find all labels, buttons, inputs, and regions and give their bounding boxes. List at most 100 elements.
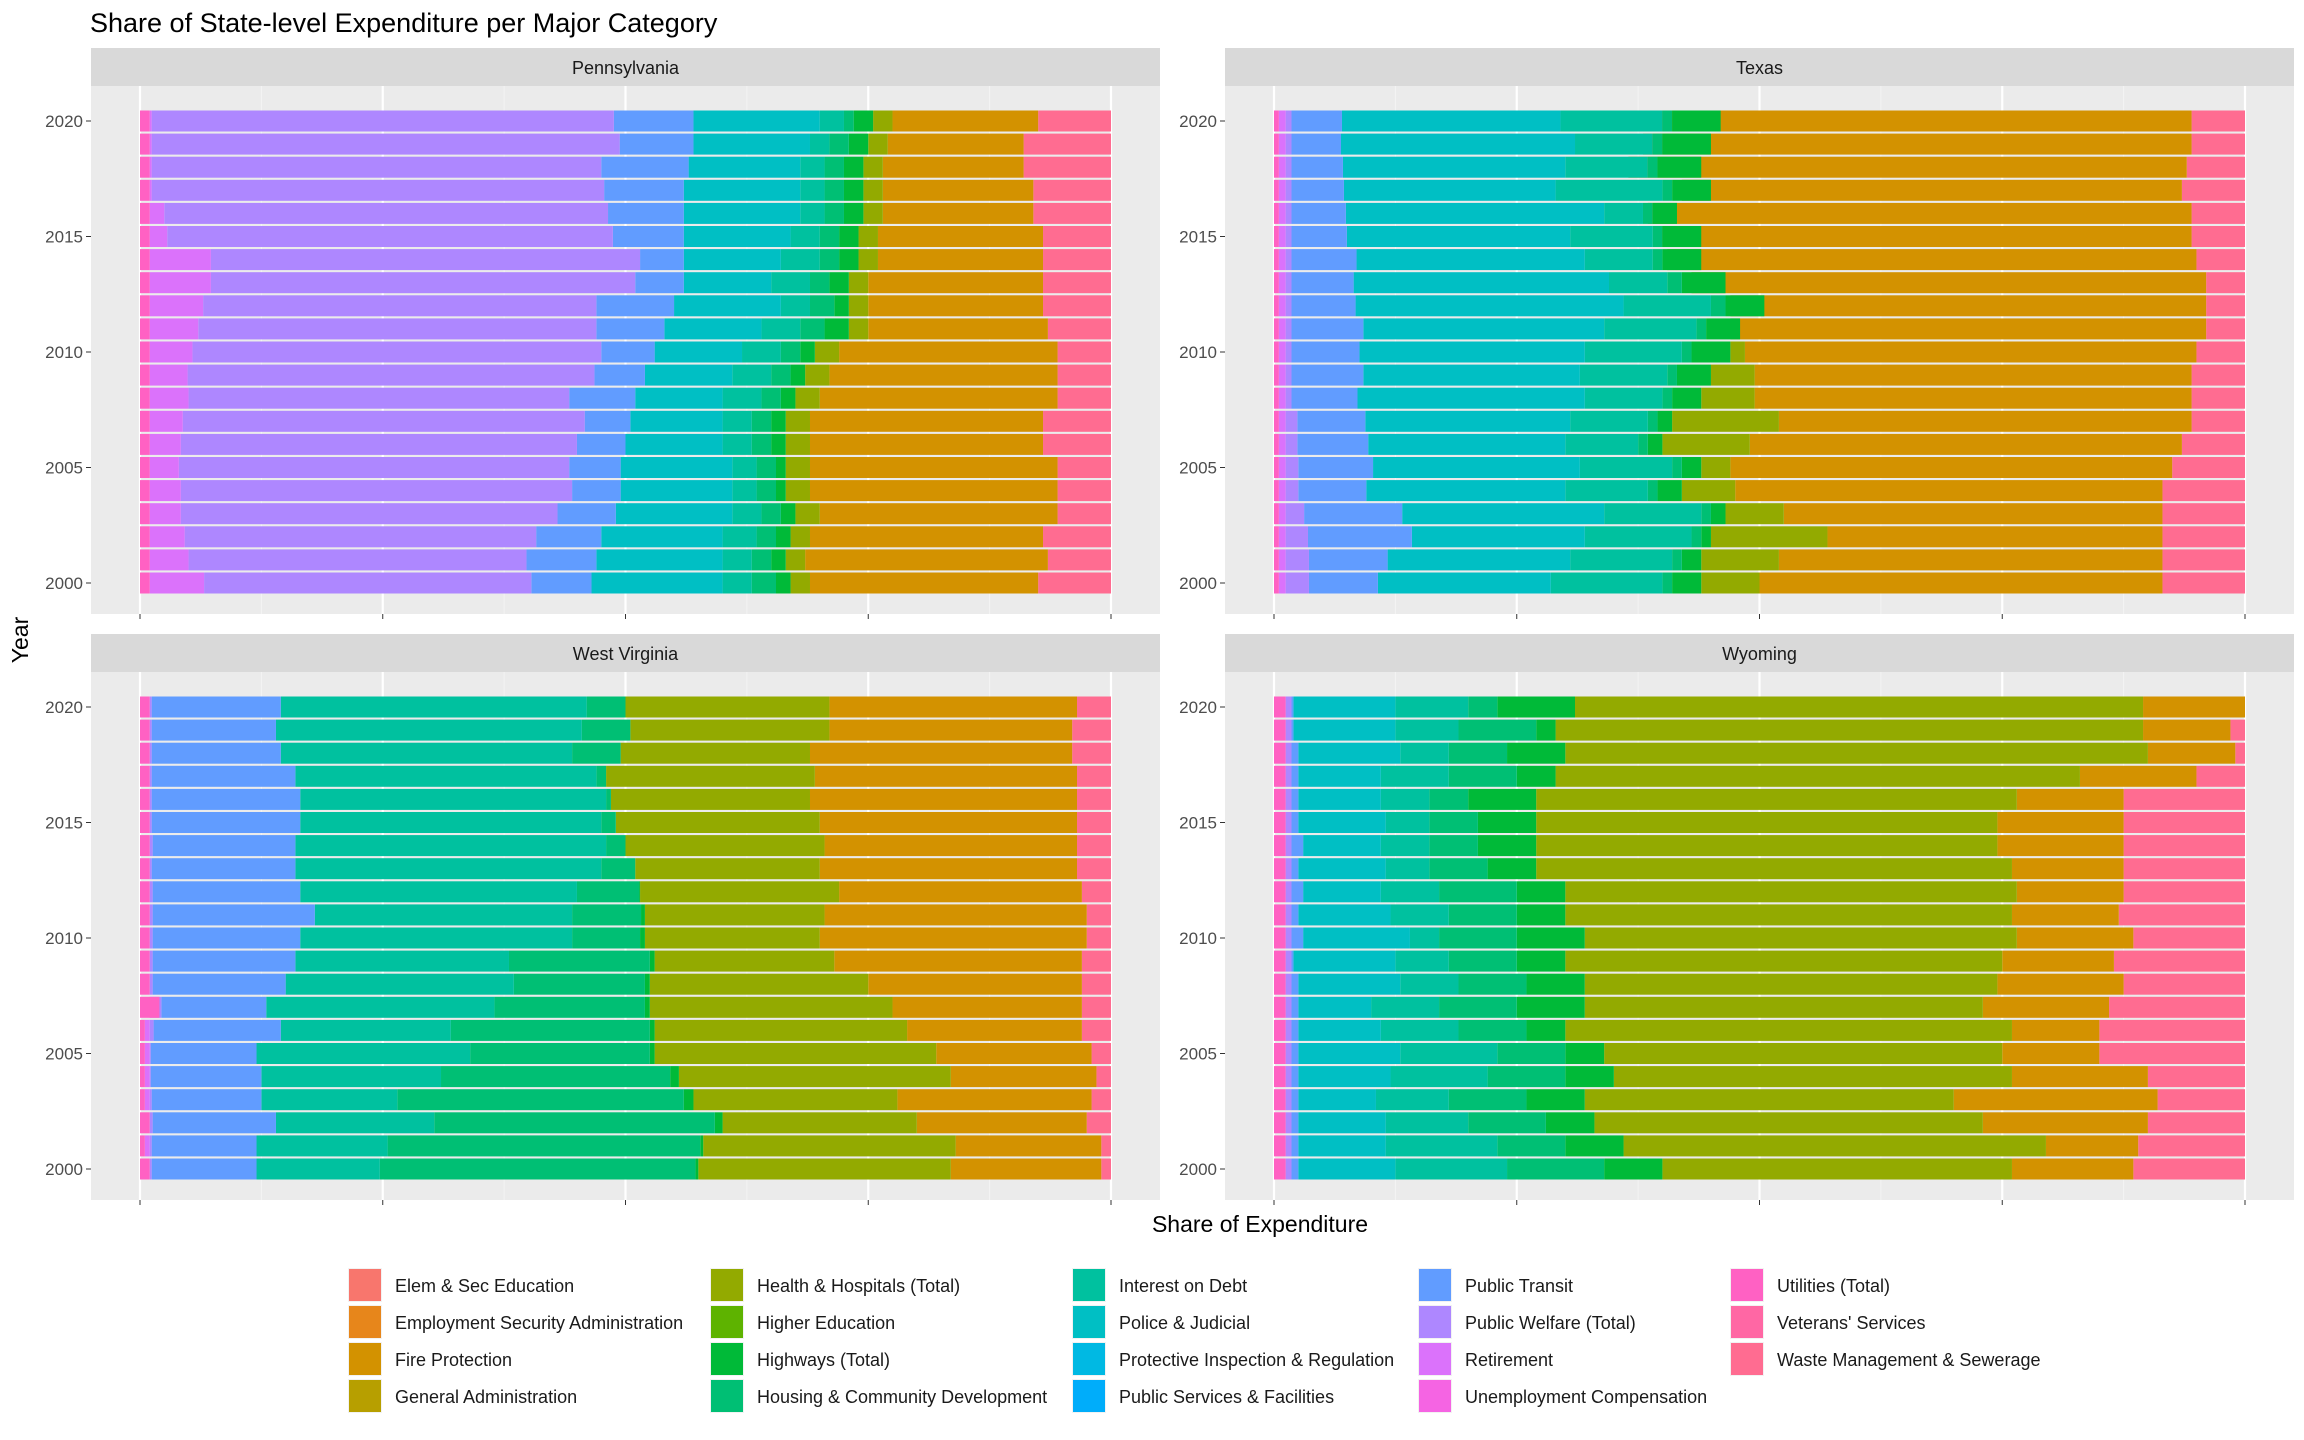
bar-segment-interest-on-debt-2003 bbox=[732, 503, 762, 525]
bar-segment-utilities-total-2004 bbox=[1274, 1066, 1286, 1088]
bar-segment-waste-management-sewerage-2002 bbox=[1043, 526, 1111, 548]
bar-segment-fire-protection-2008 bbox=[819, 387, 1058, 409]
bar-segment-police-judicial-2018 bbox=[1342, 156, 1566, 178]
bar-segment-fire-protection-2017 bbox=[882, 179, 1034, 201]
bar-segment-police-judicial-2012 bbox=[1303, 881, 1381, 903]
bar-segment-utilities-total-2009 bbox=[140, 364, 150, 386]
bar-segment-housing-community-development-2011 bbox=[572, 904, 642, 926]
facet-strip bbox=[91, 634, 1160, 672]
bar-segment-utilities-total-2000 bbox=[140, 572, 150, 594]
bar-segment-interest-on-debt-2000 bbox=[1550, 572, 1663, 594]
bar-segment-waste-management-sewerage-2006 bbox=[1081, 1019, 1111, 1041]
bar-segment-interest-on-debt-2019 bbox=[1575, 133, 1653, 155]
bar-segment-housing-community-development-2000 bbox=[1507, 1158, 1605, 1180]
bar-segment-waste-management-sewerage-2000 bbox=[2133, 1158, 2245, 1180]
bar-segment-housing-community-development-2018 bbox=[1647, 156, 1658, 178]
bar-segment-waste-management-sewerage-2013 bbox=[1077, 858, 1111, 880]
bar-segment-utilities-total-2008 bbox=[140, 973, 150, 995]
bar-segment-public-transit-2013 bbox=[1291, 272, 1354, 294]
bar-segment-utilities-total-2011 bbox=[1274, 318, 1279, 340]
bar-segment-highways-total-2017 bbox=[1672, 179, 1711, 201]
bar-segment-utilities-total-2007 bbox=[140, 996, 160, 1018]
legend-item-public-welfare-total: Public Welfare (Total) bbox=[1418, 1305, 1636, 1339]
bar-segment-public-welfare-total-2002 bbox=[184, 526, 537, 548]
bar-segment-utilities-total-2006 bbox=[140, 433, 150, 455]
bar-segment-interest-on-debt-2019 bbox=[1395, 719, 1459, 741]
bar-segment-fire-protection-2020 bbox=[2143, 696, 2245, 718]
bar-segment-highways-total-2013 bbox=[1487, 858, 1537, 880]
bar-segment-waste-management-sewerage-2015 bbox=[2123, 812, 2245, 833]
bar-segment-public-transit-2000 bbox=[1308, 572, 1378, 594]
bar-segment-retirement-2005 bbox=[144, 1043, 150, 1064]
bar-segment-highways-total-2001 bbox=[1565, 1135, 1624, 1157]
bar-segment-interest-on-debt-2019 bbox=[275, 719, 582, 741]
y-tick-label: 2005 bbox=[1179, 459, 1217, 478]
bar-segment-interest-on-debt-2013 bbox=[1385, 858, 1430, 880]
bar-segment-utilities-total-2015 bbox=[140, 226, 150, 247]
panel-texas: Texas 2000 2005 2010 2015 2020 bbox=[1179, 48, 2294, 619]
bar-segment-interest-on-debt-2015 bbox=[1385, 812, 1430, 833]
bar-segment-health-hospitals-total-2008 bbox=[1584, 973, 1998, 995]
bar-segment-utilities-total-2013 bbox=[140, 272, 150, 294]
bar-segment-waste-management-sewerage-2004 bbox=[2147, 1066, 2245, 1088]
bar-segment-public-transit-2013 bbox=[1291, 858, 1299, 880]
bar-segment-interest-on-debt-2008 bbox=[722, 387, 762, 409]
bar-segment-housing-community-development-2017 bbox=[1662, 179, 1673, 201]
bar-segment-public-welfare-total-2017 bbox=[149, 765, 152, 787]
bar-segment-fire-protection-2020 bbox=[1642, 110, 2192, 132]
bar-segment-public-transit-2003 bbox=[151, 1089, 262, 1111]
bar-segment-utilities-total-2014 bbox=[140, 249, 150, 271]
legend-label: Interest on Debt bbox=[1119, 1276, 1247, 1296]
bar-segment-housing-community-development-2006 bbox=[1458, 1019, 1527, 1041]
bar-segment-retirement-2007 bbox=[1278, 410, 1286, 432]
bar-segment-highways-total-2012 bbox=[1725, 295, 1765, 317]
bar-segment-public-transit-2000 bbox=[151, 1158, 257, 1180]
bar-segment-housing-community-development-2016 bbox=[606, 788, 611, 810]
legend-item-employment-security-administration: Employment Security Administration bbox=[348, 1305, 683, 1339]
bar-segment-police-judicial-2007 bbox=[1365, 410, 1571, 432]
bar-segment-waste-management-sewerage-2001 bbox=[1047, 549, 1111, 571]
bar-segment-waste-management-sewerage-2006 bbox=[2181, 433, 2245, 455]
bar-segment-utilities-total-2009 bbox=[140, 950, 150, 972]
bar-segment-public-transit-2002 bbox=[152, 1112, 276, 1134]
bar-segment-public-transit-2005 bbox=[569, 457, 621, 478]
bar-segment-waste-management-sewerage-2008 bbox=[2191, 387, 2245, 409]
bar-segment-fire-protection-2002 bbox=[809, 526, 1044, 548]
bar-segment-retirement-2011 bbox=[149, 318, 199, 340]
bar-segment-utilities-total-2020 bbox=[1274, 696, 1286, 718]
legend-label: Employment Security Administration bbox=[395, 1313, 683, 1333]
bar-segment-fire-protection-2009 bbox=[834, 950, 1082, 972]
bar-segment-health-hospitals-total-2019 bbox=[1555, 719, 2144, 741]
bar-segment-fire-protection-2010 bbox=[839, 341, 1058, 363]
bar-segment-highways-total-2006 bbox=[649, 1019, 655, 1041]
bar-segment-fire-protection-2012 bbox=[868, 295, 1044, 317]
bar-segment-fire-protection-2000 bbox=[2011, 1158, 2134, 1180]
bar-segment-public-transit-2003 bbox=[1291, 1089, 1299, 1111]
y-tick-label: 2015 bbox=[1179, 814, 1217, 833]
bar-segment-fire-protection-2016 bbox=[2016, 788, 2124, 810]
bar-segment-housing-community-development-2001 bbox=[387, 1135, 701, 1157]
bar-segment-housing-community-development-2007 bbox=[1439, 996, 1517, 1018]
bar-segment-public-transit-2015 bbox=[1291, 226, 1347, 247]
bar-segment-fire-protection-2003 bbox=[897, 1089, 1092, 1111]
bar-segment-police-judicial-2012 bbox=[1355, 295, 1624, 317]
facet-strip bbox=[1225, 634, 2294, 672]
legend-swatch bbox=[1073, 1343, 1105, 1375]
legend-item-highways-total: Highways (Total) bbox=[710, 1342, 890, 1376]
bar-segment-public-transit-2005 bbox=[1291, 1043, 1299, 1064]
bar-segment-utilities-total-2003 bbox=[1274, 503, 1279, 525]
bar-segment-health-hospitals-total-2002 bbox=[1594, 1112, 1983, 1134]
bar-segment-public-welfare-total-2015 bbox=[149, 812, 152, 833]
bar-segment-fire-protection-2005 bbox=[809, 457, 1058, 478]
bar-segment-public-welfare-total-2008 bbox=[1285, 387, 1292, 409]
bar-segment-utilities-total-2002 bbox=[140, 526, 150, 548]
bar-segment-public-welfare-total-2018 bbox=[151, 156, 602, 178]
bar-segment-retirement-2018 bbox=[1278, 156, 1286, 178]
bar-segment-fire-protection-2020 bbox=[829, 696, 1078, 718]
bar-segment-retirement-2007 bbox=[149, 410, 183, 432]
bar-segment-public-transit-2020 bbox=[1291, 110, 1342, 132]
bar-segment-utilities-total-2014 bbox=[140, 835, 150, 857]
bar-segment-public-transit-2014 bbox=[1291, 835, 1304, 857]
bar-segment-housing-community-development-2002 bbox=[1691, 526, 1702, 548]
bar-segment-fire-protection-2001 bbox=[805, 549, 1048, 571]
